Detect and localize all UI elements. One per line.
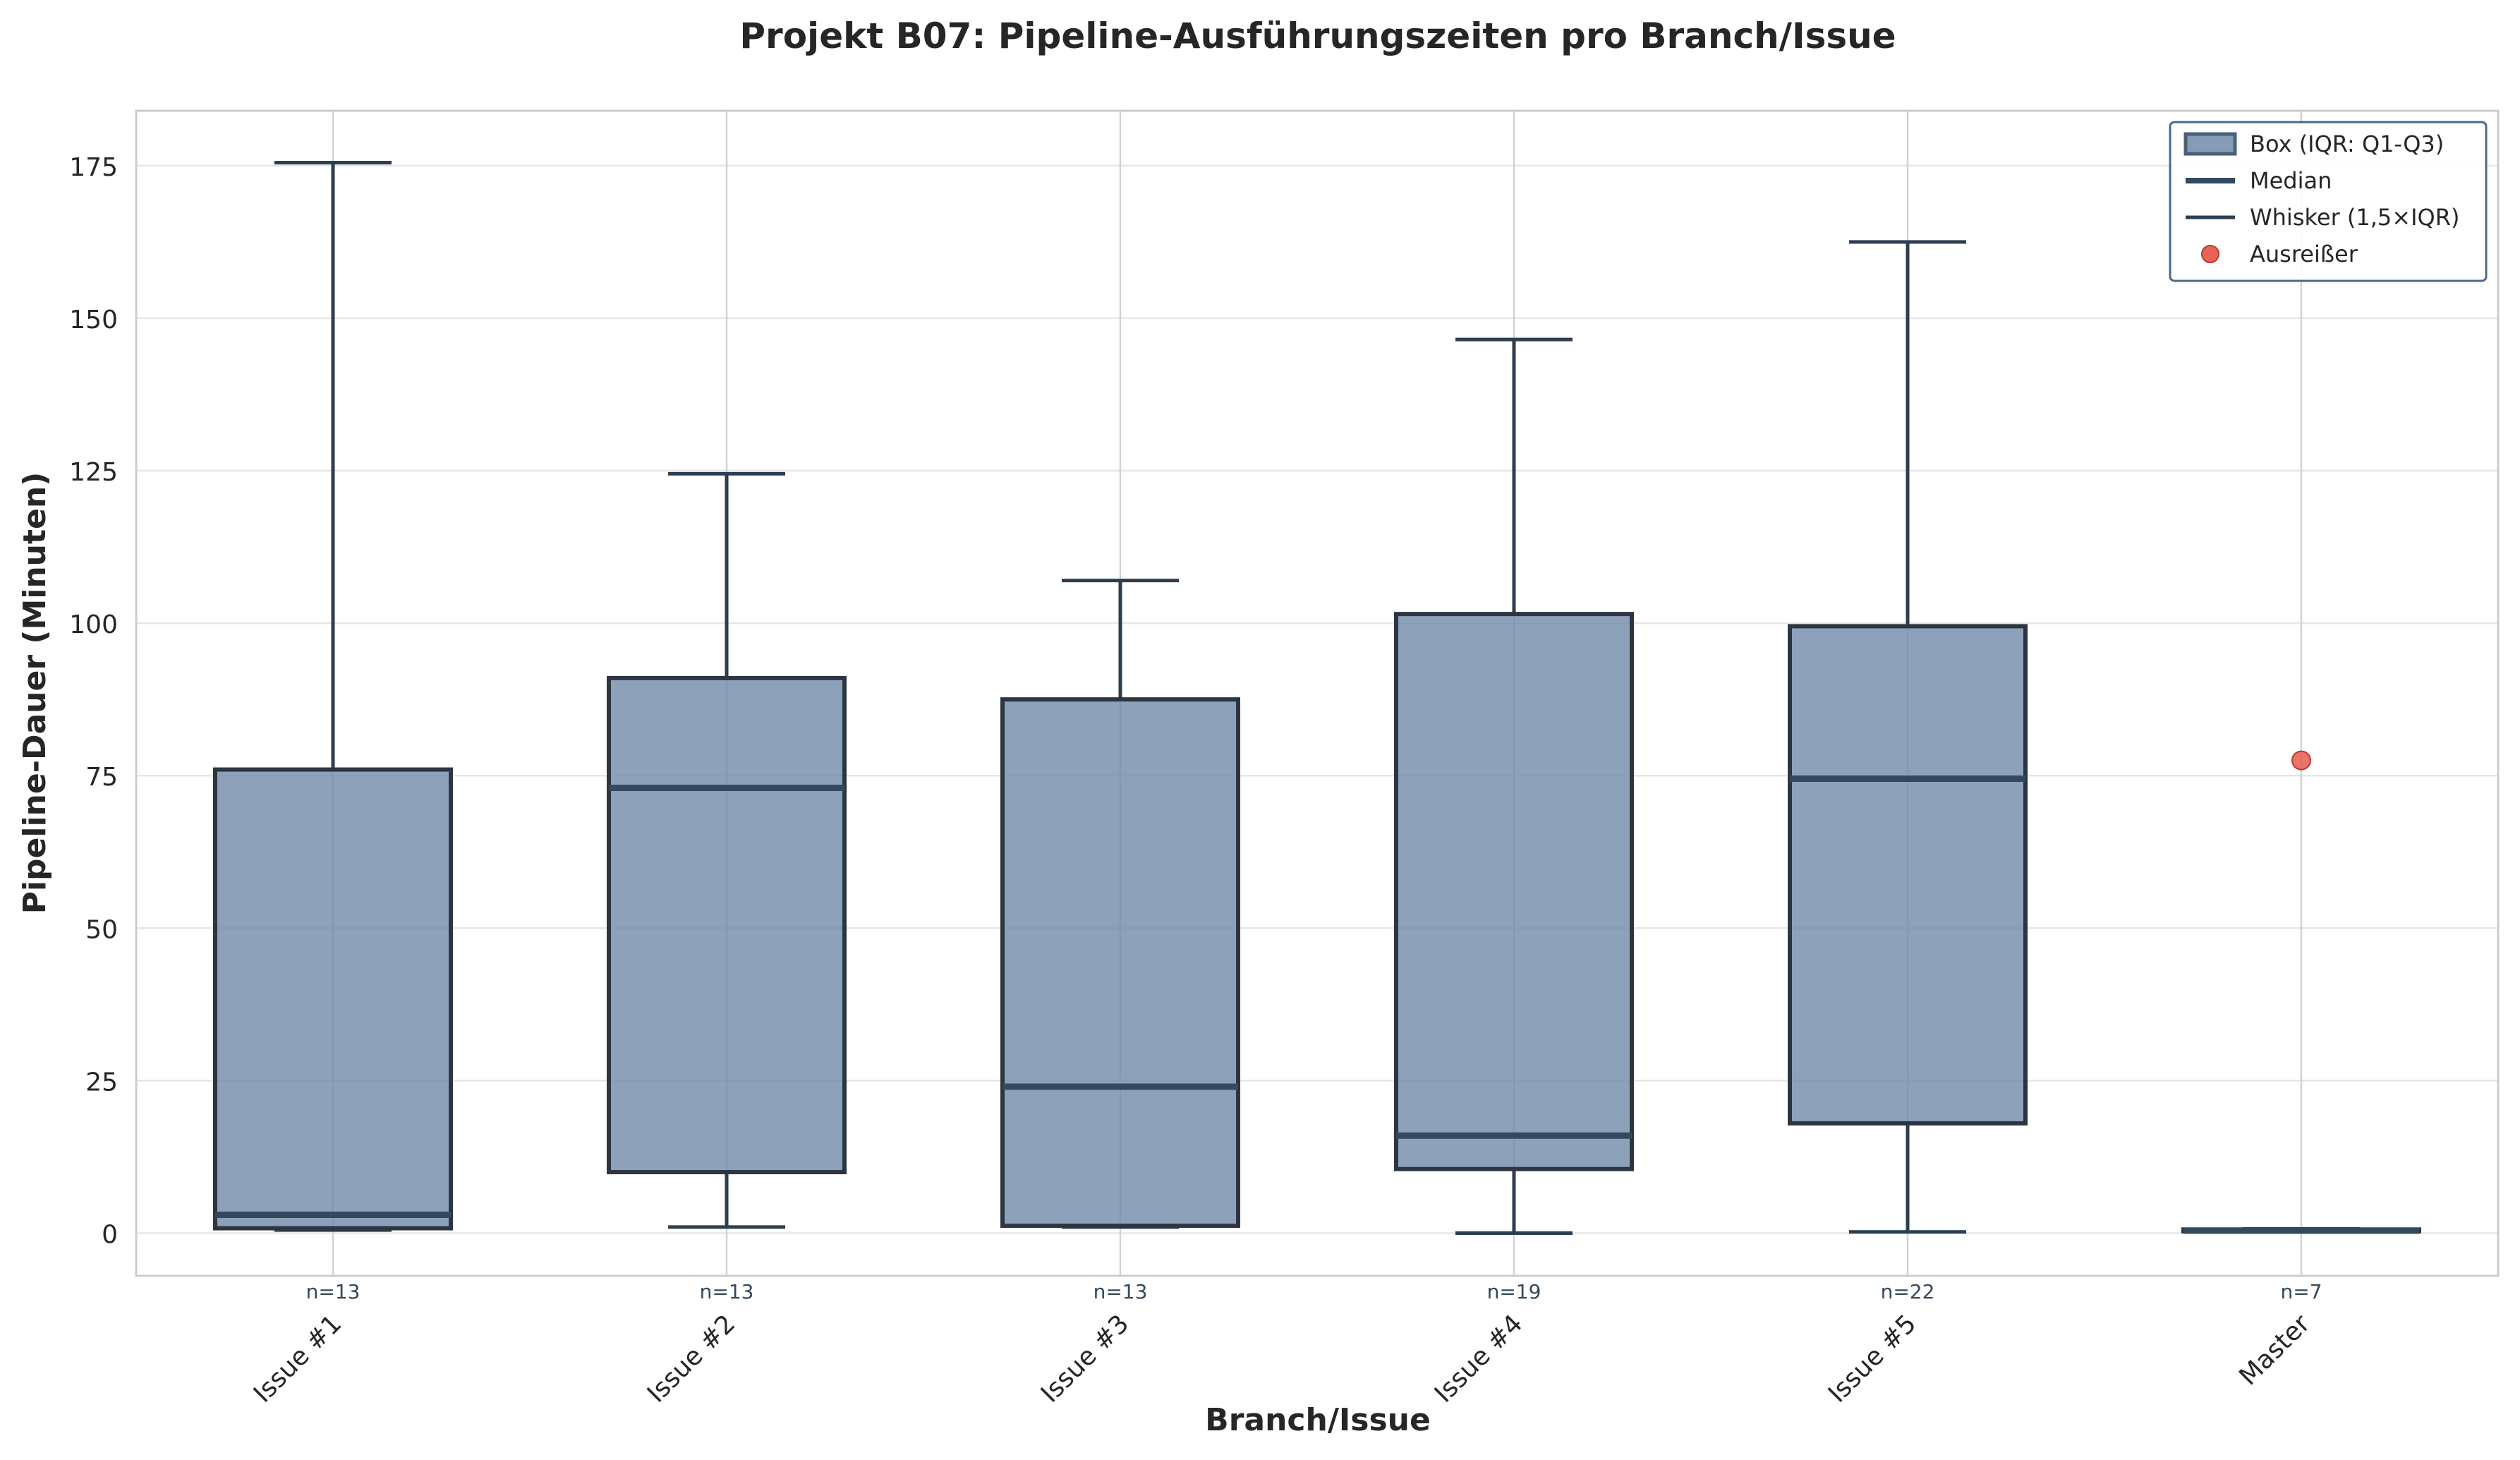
iqr-box: [213, 767, 453, 1231]
legend: Box (IQR: Q1-Q3) Median Whisker (1,5×IQR) A…: [2169, 121, 2488, 282]
sample-size-label: n=13: [306, 1280, 361, 1303]
y-tick-label: 50: [85, 915, 118, 944]
box-group: n=13: [213, 160, 453, 1303]
sample-size-label: n=13: [1094, 1280, 1148, 1303]
y-tick-label: 125: [69, 458, 118, 487]
outlier-point: [2291, 750, 2311, 771]
legend-entry-label: Whisker (1,5×IQR): [2250, 204, 2459, 231]
legend-frame: [2169, 121, 2488, 282]
sample-size-label: n=19: [1487, 1280, 1541, 1303]
y-tick-label: 0: [102, 1220, 118, 1249]
iqr-box: [1394, 612, 1634, 1171]
y-tick-label: 75: [85, 763, 118, 792]
y-tick-label: 25: [85, 1068, 118, 1097]
sample-size-label: n=13: [700, 1280, 754, 1303]
y-tick-label: 175: [69, 153, 118, 182]
x-axis-label: Branch/Issue: [1205, 1402, 1431, 1438]
legend-entry-label: Box (IQR: Q1-Q3): [2250, 131, 2444, 157]
box-group: n=22: [1788, 240, 2028, 1303]
sample-size-label: n=7: [2280, 1280, 2322, 1303]
legend-entry-label: Ausreißer: [2250, 241, 2358, 267]
box-layer: n=13 n=13 n=13 n=19 n=22 n=7: [213, 160, 2421, 1303]
chart-title: Projekt B07: Pipeline-Ausführungszeiten …: [739, 16, 1896, 56]
sample-size-label: n=22: [1881, 1280, 1935, 1303]
box-group: n=13: [1000, 579, 1240, 1303]
plot-area-frame: [135, 109, 2500, 1277]
y-tick-label: 150: [69, 306, 118, 334]
y-tick-label: 100: [69, 610, 118, 639]
iqr-box: [1000, 697, 1240, 1229]
box-group: n=13: [607, 471, 847, 1303]
iqr-box: [1788, 624, 2028, 1126]
iqr-box: [607, 675, 847, 1175]
box-group: n=7: [2181, 750, 2421, 1303]
y-axis-label: Pipeline-Dauer (Minuten): [17, 472, 53, 915]
legend-outlier-swatch: [2201, 245, 2219, 263]
legend-box-swatch: [2183, 132, 2237, 156]
box-group: n=19: [1394, 337, 1634, 1303]
legend-entry-label: Median: [2250, 167, 2332, 194]
